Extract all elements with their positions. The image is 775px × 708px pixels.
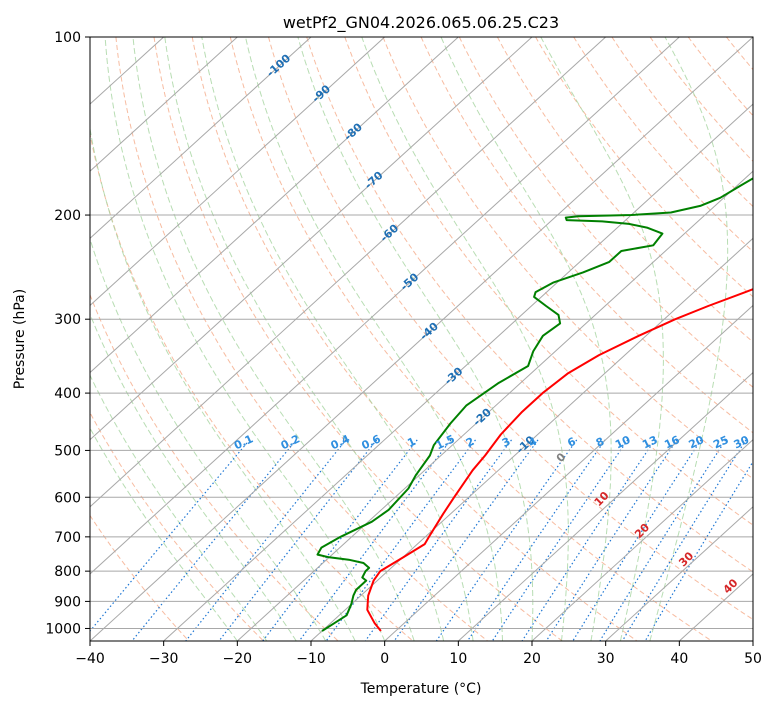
isotherm-line	[90, 37, 753, 641]
mixing-ratio-line	[521, 439, 656, 641]
isotherm-line	[310, 237, 753, 641]
mixing-ratio-line	[218, 439, 378, 641]
isotherm-line	[163, 103, 753, 641]
dry-adiabat	[496, 37, 753, 343]
moist-adiabat	[245, 37, 503, 641]
moist-adiabat	[440, 37, 612, 641]
mixing-ratio-line	[572, 439, 702, 641]
mixing-ratio-label: 20	[687, 433, 707, 451]
dewpoint-line	[316, 177, 753, 632]
y-tick-label: 300	[54, 312, 81, 328]
data-lines	[316, 177, 753, 632]
x-tick-label: 0	[380, 651, 389, 667]
mixing-ratio-line	[364, 439, 512, 641]
mixing-ratio-label: 16	[662, 433, 682, 451]
mixing-ratio-line	[393, 439, 539, 641]
x-tick-label: 30	[597, 651, 615, 667]
isotherm-line	[236, 170, 753, 641]
x-tick-label: 20	[523, 651, 541, 667]
y-tick-label: 100	[54, 30, 81, 46]
isotherm-line	[90, 37, 312, 240]
y-tick-label: 600	[54, 490, 81, 506]
x-axis-label: Temperature (°C)	[360, 681, 482, 697]
moist-adiabat	[90, 237, 327, 641]
mixing-ratio-line	[131, 439, 297, 641]
dry-adiabat	[191, 37, 638, 641]
y-tick-label: 700	[54, 530, 81, 546]
isotherm-line	[90, 37, 459, 374]
dry-adiabat	[229, 37, 712, 641]
moist-adiabat	[90, 374, 268, 641]
dry-adiabat	[382, 37, 753, 480]
dry-adiabat	[90, 293, 339, 641]
mixing-ratio-label: 30	[732, 433, 752, 451]
y-tick-label: 1000	[45, 621, 81, 637]
background-lines	[90, 37, 775, 641]
x-tick-label: 50	[744, 651, 762, 667]
plot-frame	[89, 36, 754, 642]
isotherm-line	[605, 506, 753, 641]
y-tick-label: 900	[54, 594, 81, 610]
mixing-ratio-line	[644, 460, 753, 641]
isotherm-line	[531, 438, 753, 641]
isotherm-line	[90, 37, 238, 172]
isotherm-line	[384, 304, 753, 641]
mixing-ratio-line	[545, 439, 678, 641]
y-tick-label: 500	[54, 443, 81, 459]
dry-adiabat	[458, 37, 753, 388]
chart-title: wetPf2_GN04.2026.065.06.25.C23	[283, 13, 559, 33]
x-tick-label: −20	[223, 651, 253, 667]
dry-adiabat	[306, 37, 753, 573]
mixing-ratio-label: 25	[711, 433, 730, 451]
mixing-ratio-label: 10	[613, 433, 633, 451]
dry-adiabat	[765, 37, 775, 641]
isotherm-line	[90, 37, 607, 508]
y-tick-label: 400	[54, 386, 81, 402]
x-axis-ticks: −40 −30 −20 −10 0 10 20 30 40 50	[75, 641, 762, 667]
dry-adiabat	[649, 37, 753, 163]
moist-adiabat	[297, 37, 534, 641]
x-tick-label: −40	[75, 651, 105, 667]
moist-adiabat	[164, 37, 445, 641]
isotherm-line	[752, 640, 753, 641]
x-tick-label: −30	[149, 651, 179, 667]
temperature-line	[366, 288, 753, 632]
x-tick-label: −10	[296, 651, 326, 667]
dry-adiabat	[115, 37, 488, 641]
moist-adiabat	[649, 37, 729, 641]
moist-adiabat	[90, 427, 238, 641]
dry-adiabat	[268, 37, 753, 621]
isotherm-line	[90, 37, 386, 307]
y-axis-label: Pressure (hPa)	[12, 289, 28, 389]
mixing-ratio-line	[185, 439, 347, 641]
mixing-ratio-line	[491, 439, 629, 641]
moist-adiabat	[90, 125, 356, 641]
moist-adiabat	[361, 37, 569, 641]
dry-adiabat	[573, 37, 753, 253]
x-tick-label: 10	[449, 651, 467, 667]
moist-adiabat	[540, 37, 664, 641]
moist-adiabat	[201, 37, 474, 641]
dry-adiabat	[90, 131, 414, 641]
moist-adiabat	[90, 312, 297, 641]
y-axis-ticks: 100 200 300 400 500 600 700 800 900 1000	[45, 30, 90, 637]
y-tick-label: 800	[54, 564, 81, 580]
x-tick-label: 40	[670, 651, 688, 667]
isotherm-line	[90, 37, 533, 441]
isotherm-line	[457, 371, 753, 641]
moist-adiabat	[104, 37, 386, 641]
y-tick-label: 200	[54, 208, 81, 224]
dry-adiabat	[535, 37, 753, 298]
mixing-ratio-line	[467, 439, 606, 641]
mixing-ratio-line	[435, 439, 578, 641]
isotherm-line	[90, 37, 680, 575]
mixing-ratio-label: 13	[640, 433, 659, 451]
